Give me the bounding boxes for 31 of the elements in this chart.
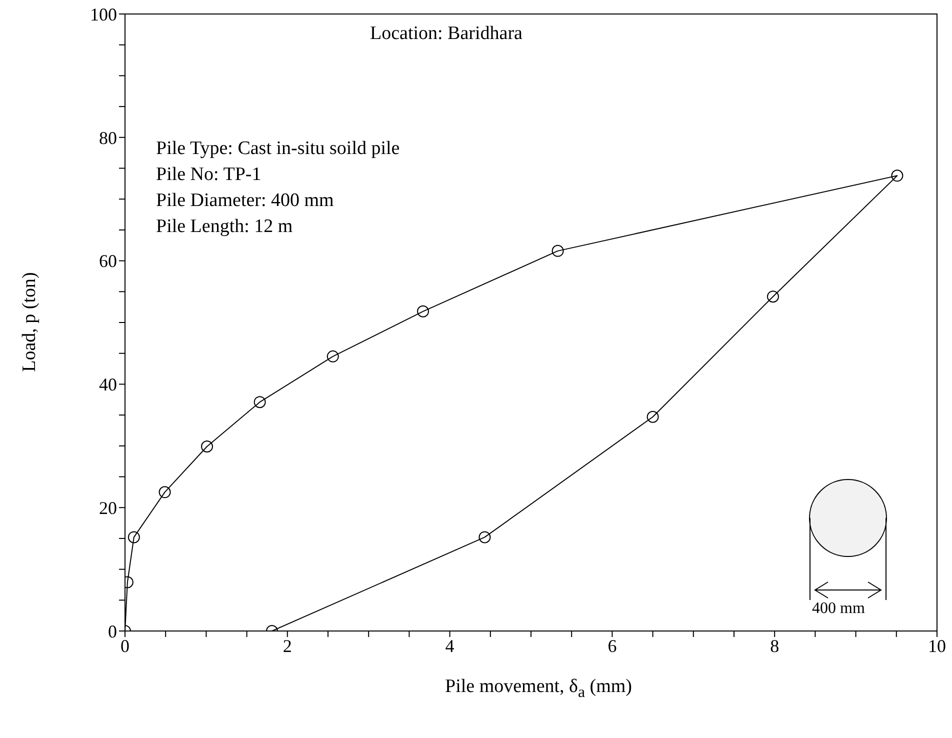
annotation: 400 mm: [812, 600, 865, 618]
x-tick-label: 8: [770, 636, 780, 656]
annotation: Pile Length: 12 m: [156, 215, 293, 239]
y-tick-label: 40: [99, 374, 117, 395]
x-tick-label: 2: [282, 636, 292, 656]
y-tick-label: 100: [90, 4, 117, 24]
x-tick-label: 4: [445, 636, 454, 656]
point: [254, 396, 266, 408]
point: [158, 486, 171, 498]
annotation: Pile Type: Cast in-situ soild pile: [156, 137, 400, 161]
x-axis-title: Pile movement, δ$_{a}$ (mm): [445, 676, 632, 702]
y-tick-label: 80: [99, 128, 117, 148]
point: [478, 531, 491, 544]
point: [891, 170, 904, 182]
annotation: Location: Baridhara: [370, 22, 522, 46]
point: [201, 440, 214, 453]
annotation: Pile Diameter: 400 mm: [156, 189, 334, 213]
point: [128, 531, 140, 544]
y-tick-label: 0: [108, 621, 117, 642]
x-tick-label: 6: [608, 636, 617, 656]
point: [766, 290, 779, 303]
y-tick-label: 60: [99, 251, 117, 272]
x-tick-label: 10: [928, 636, 946, 656]
point: [646, 410, 659, 423]
y-tick-label: 20: [99, 498, 117, 518]
x-tick-label: 0: [120, 636, 130, 656]
y-axis-title: Load, p (ton): [19, 272, 41, 372]
point: [326, 350, 339, 362]
point: [552, 244, 564, 257]
annotation: Pile No: TP-1: [156, 163, 262, 187]
point: [417, 305, 430, 318]
